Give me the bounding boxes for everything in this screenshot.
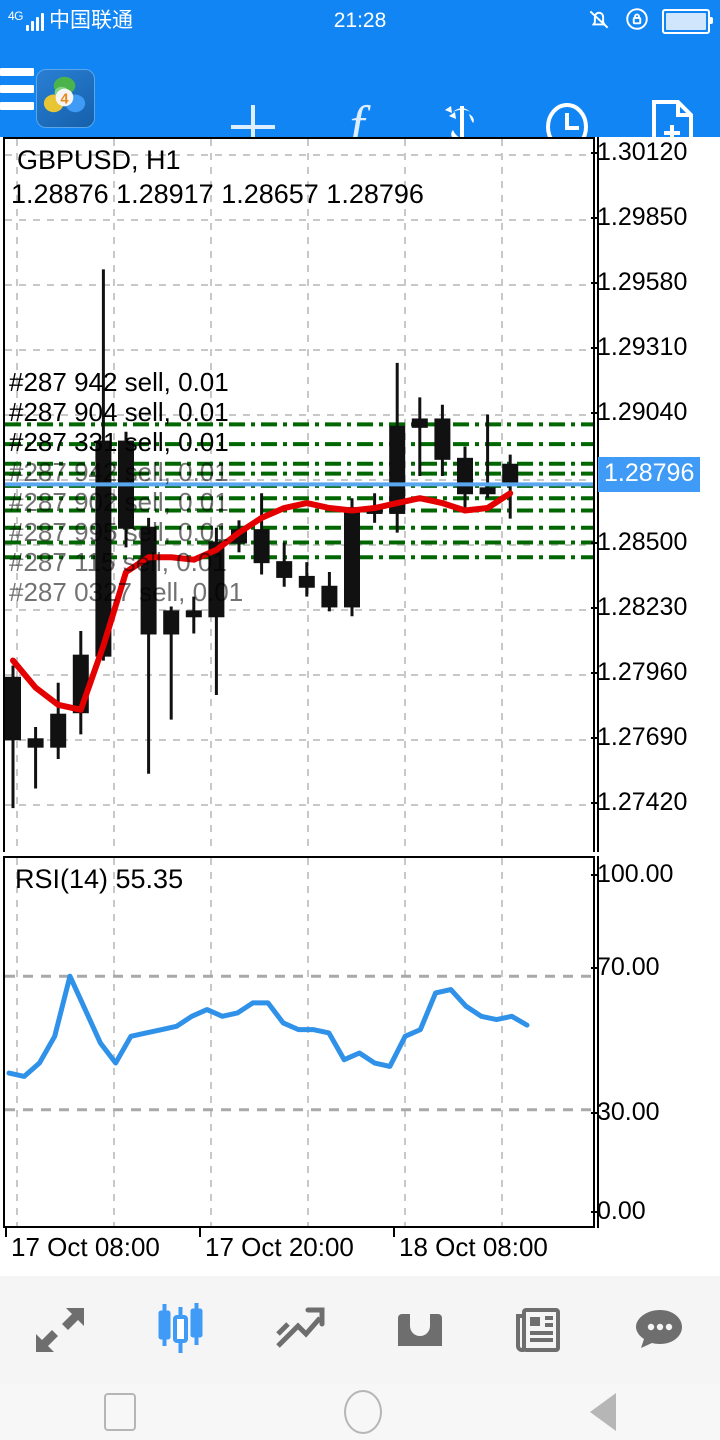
status-bar-right	[586, 0, 713, 42]
ohlc-values-label: 1.28876 1.28917 1.28657 1.28796	[11, 179, 424, 209]
back-button[interactable]	[590, 1393, 616, 1431]
time-tick-label: 17 Oct 08:00	[11, 1232, 160, 1262]
price-axis-line	[597, 137, 599, 852]
rsi-tick-label: 0.00	[591, 1197, 646, 1225]
trade-icon[interactable]	[240, 1276, 360, 1384]
price-chart-svg	[5, 139, 593, 850]
battery-icon	[662, 8, 713, 34]
top-toolbar: 4 f	[0, 42, 720, 155]
order-label[interactable]: #287 115 sell, 0.01	[9, 547, 227, 577]
price-tick-label: 1.28500	[590, 528, 688, 556]
order-label[interactable]: #287 331 sell, 0.01	[9, 427, 229, 457]
rsi-tick-label: 70.00	[591, 953, 660, 981]
order-label[interactable]: #287 942 sell, 0.01	[9, 367, 229, 397]
charts-icon[interactable]	[120, 1276, 240, 1384]
status-bar-left: 4G 中国联通	[8, 0, 133, 42]
price-tick-label: 1.29580	[590, 268, 688, 296]
time-scale: 17 Oct 08:00 17 Oct 20:00 18 Oct 08:00	[3, 1228, 595, 1276]
chart-area[interactable]: GBPUSD, H1 1.28876 1.28917 1.28657 1.287…	[0, 137, 720, 1276]
time-tick-label: 18 Oct 08:00	[399, 1232, 548, 1262]
carrier-label: 中国联通	[49, 9, 134, 32]
rotation-lock-icon	[624, 6, 650, 37]
price-tick-label: 1.27420	[590, 788, 688, 816]
bottom-navigation-bar	[0, 1276, 720, 1384]
time-tick-mark	[393, 1228, 395, 1237]
time-tick-label: 17 Oct 20:00	[205, 1232, 354, 1262]
price-tick-label: 1.29040	[590, 398, 688, 426]
rsi-chart-svg	[5, 858, 593, 1226]
time-tick-mark	[5, 1228, 7, 1237]
status-bar: 4G 中国联通 21:28	[0, 0, 720, 42]
svg-text:4: 4	[60, 91, 69, 107]
rsi-indicator-pane[interactable]: RSI(14) 55.35	[3, 856, 595, 1228]
price-scale[interactable]: 1.30120 1.29850 1.29580 1.29310 1.29040 1.285…	[590, 137, 720, 1228]
order-label[interactable]: #287 902 sell, 0.01	[9, 487, 229, 517]
rsi-label: RSI(14) 55.35	[15, 864, 184, 894]
android-navigation-bar	[0, 1384, 720, 1440]
order-label[interactable]: #287 904 sell, 0.01	[9, 397, 229, 427]
chat-icon[interactable]	[600, 1276, 720, 1384]
rsi-tick-label: 30.00	[591, 1098, 660, 1126]
price-tick-label: 1.29310	[590, 333, 688, 361]
price-tick-label: 1.27690	[590, 723, 688, 751]
price-tick-label: 1.29850	[590, 203, 688, 231]
network-type-label: 4G	[8, 9, 24, 23]
price-chart-pane[interactable]: GBPUSD, H1 1.28876 1.28917 1.28657 1.287…	[3, 137, 595, 852]
news-icon[interactable]	[480, 1276, 600, 1384]
price-tick-label: 1.27960	[590, 658, 688, 686]
order-label[interactable]: #287 995 sell, 0.01	[9, 517, 229, 547]
home-button[interactable]	[344, 1390, 382, 1434]
menu-icon[interactable]	[0, 68, 34, 110]
order-label[interactable]: #287 942 sell, 0.01	[9, 457, 229, 487]
quotes-icon[interactable]	[0, 1276, 120, 1384]
rsi-axis-line	[597, 856, 599, 1228]
price-tick-label: 1.30120	[590, 138, 688, 166]
current-price-label: 1.28796	[598, 457, 701, 492]
order-label[interactable]: #287 0327 sell, 0.01	[9, 577, 244, 607]
vibrate-off-icon	[586, 6, 612, 37]
rsi-tick-label: 100.00	[590, 860, 674, 888]
signal-strength-icon	[26, 11, 45, 31]
order-labels-group[interactable]: #287 942 sell, 0.01 #287 904 sell, 0.01 #2…	[9, 367, 243, 607]
metatrader4-logo[interactable]: 4	[36, 69, 95, 128]
history-icon[interactable]	[360, 1276, 480, 1384]
status-bar-clock: 21:28	[333, 9, 387, 32]
time-tick-mark	[199, 1228, 201, 1237]
price-tick-label: 1.28230	[590, 593, 688, 621]
recents-button[interactable]	[104, 1393, 136, 1431]
symbol-timeframe-label: GBPUSD, H1	[17, 145, 181, 175]
